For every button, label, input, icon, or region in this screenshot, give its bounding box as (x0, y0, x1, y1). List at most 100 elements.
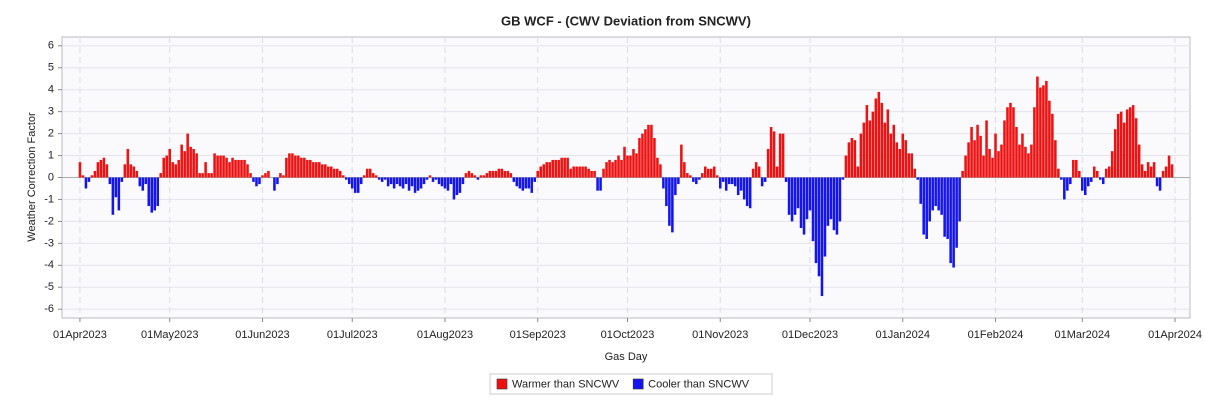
bar (844, 155, 848, 178)
bar (635, 153, 638, 178)
bar (338, 170, 342, 178)
bar (623, 146, 626, 178)
bar (219, 155, 222, 178)
bar (491, 170, 495, 178)
bar (647, 124, 650, 178)
bar (1125, 109, 1129, 178)
bar (521, 177, 525, 191)
bar (802, 177, 806, 235)
bar (183, 151, 186, 178)
bar (865, 105, 869, 178)
bar (739, 177, 743, 191)
bar (671, 177, 674, 233)
bar (754, 162, 758, 178)
bar (1006, 107, 1009, 178)
bar (518, 177, 522, 189)
bar (994, 133, 997, 178)
bar (1030, 144, 1033, 178)
y-tick-label: 2 (48, 128, 54, 140)
bar (760, 177, 764, 187)
bar (428, 175, 432, 178)
bar (590, 170, 593, 178)
legend-label: Warmer than SNCWV (512, 378, 620, 390)
x-tick-label: 01Apr2024 (1148, 329, 1202, 341)
bar (949, 177, 952, 264)
bar (1072, 159, 1075, 178)
bar (1060, 177, 1063, 180)
bar (763, 177, 767, 182)
bar (916, 177, 919, 180)
bar (198, 173, 201, 178)
bar (497, 168, 501, 178)
bar (446, 177, 450, 191)
bar (641, 133, 644, 178)
bar (353, 177, 357, 193)
bar (946, 177, 949, 239)
bar (404, 177, 408, 185)
bar (838, 177, 842, 222)
bar (997, 151, 1000, 178)
bar (931, 177, 934, 211)
bar (850, 137, 854, 178)
bar (898, 148, 902, 178)
y-axis-title: Weather Correction Factor (26, 112, 38, 242)
bar (264, 173, 267, 178)
bar (365, 168, 369, 178)
bar (557, 159, 560, 178)
bar (1027, 153, 1030, 178)
bar (874, 98, 878, 178)
bar (347, 177, 351, 185)
bar (279, 173, 282, 178)
bar (93, 170, 97, 178)
bar (1048, 100, 1051, 178)
bar (919, 177, 922, 204)
bar (1167, 155, 1171, 178)
bar (437, 177, 441, 185)
bar (201, 173, 204, 178)
x-tick-label: 01Jan2024 (876, 329, 930, 341)
x-tick-label: 01Jul2023 (327, 329, 378, 341)
bar (721, 177, 725, 182)
bar (398, 177, 402, 187)
bar (303, 157, 306, 178)
bar (359, 177, 363, 185)
bar (608, 159, 611, 178)
bar (991, 157, 994, 178)
bar (249, 173, 252, 178)
bar (464, 173, 468, 178)
bar (566, 157, 569, 178)
bar (123, 164, 127, 178)
bar (300, 157, 303, 178)
bar (689, 175, 692, 178)
bar (1131, 105, 1135, 178)
bar (1063, 177, 1066, 200)
bar (1119, 111, 1123, 178)
bar (156, 177, 160, 207)
bar (515, 177, 519, 187)
bar (587, 168, 590, 178)
bar (324, 164, 327, 178)
bar (632, 148, 635, 178)
bar (1116, 113, 1120, 178)
bar (778, 133, 782, 178)
bar (177, 159, 180, 178)
bar (811, 177, 815, 242)
bar (285, 157, 288, 178)
bar (961, 170, 964, 178)
bar (1009, 102, 1012, 178)
bar (99, 159, 103, 178)
bar (461, 177, 465, 185)
bar (964, 155, 967, 178)
bar (1084, 177, 1087, 196)
legend-box (489, 373, 773, 395)
bar (395, 177, 399, 185)
bar (434, 177, 438, 180)
bar (644, 129, 647, 178)
bar (81, 175, 85, 178)
bar (1000, 144, 1003, 178)
bar (662, 177, 665, 189)
bar (796, 177, 800, 209)
bar (656, 157, 659, 178)
bar (401, 177, 405, 189)
bar (937, 177, 940, 211)
